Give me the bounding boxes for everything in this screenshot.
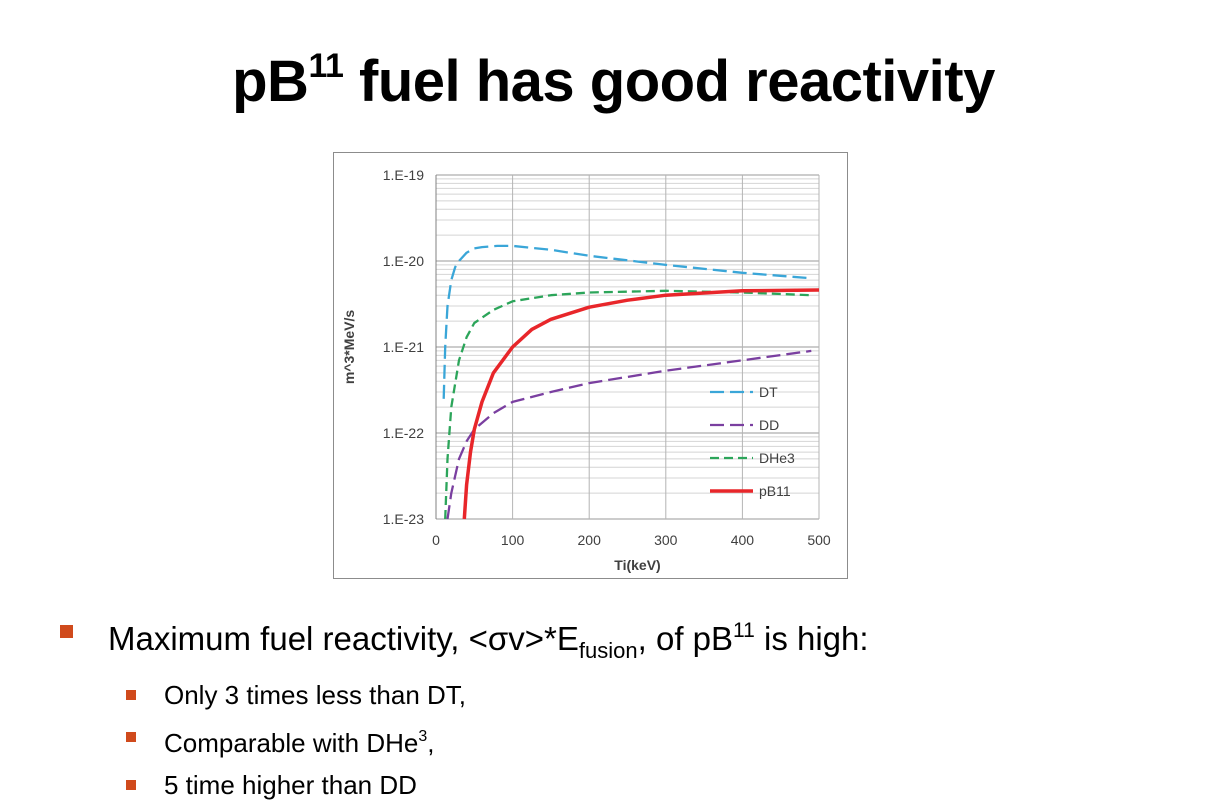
bullet-sub-2-end: ,: [427, 728, 435, 758]
series-line-pb11: [462, 288, 820, 520]
y-tick-label: 1.E-23: [383, 511, 424, 527]
legend-label-dd: DD: [759, 417, 779, 433]
legend-label-dt: DT: [759, 384, 778, 400]
x-tick-label: 200: [578, 532, 602, 548]
bullet-marker: [60, 625, 73, 638]
reactivity-chart: 0 100 200 300 400 500 1.E-19 1.E-20 1.E-21 1.E-22…: [333, 152, 848, 579]
title-rest: fuel has good reactivity: [343, 49, 995, 114]
title-superscript: 11: [308, 47, 344, 85]
bullet-sub-3-text: 5 time higher than DD: [164, 770, 417, 800]
x-tick-label: 0: [432, 532, 440, 548]
bullet-sub-3: 5 time higher than DD: [60, 764, 1210, 806]
y-tick-label: 1.E-20: [383, 253, 424, 269]
y-tick-label: 1.E-22: [383, 425, 424, 441]
bullet-marker: [126, 732, 136, 742]
bullet-main-text-3: is high:: [754, 620, 869, 657]
x-tick-label: 500: [807, 532, 831, 548]
x-tick-label: 300: [654, 532, 678, 548]
bullet-sub-2: Comparable with DHe3,: [60, 716, 1210, 764]
bullet-main-text-2: , of pB: [637, 620, 734, 657]
slide-title: pB11 fuel has good reactivity: [0, 46, 1227, 117]
chart-plot: 0 100 200 300 400 500 1.E-19 1.E-20 1.E-21 1.E-22…: [341, 167, 831, 573]
bullet-main-superscript: 11: [733, 619, 755, 642]
bullet-marker: [126, 780, 136, 790]
legend-label-pb11: pB11: [759, 483, 791, 499]
title-main: pB: [232, 49, 309, 114]
bullet-sub-1: Only 3 times less than DT,: [60, 674, 1210, 716]
x-tick-label: 400: [731, 532, 755, 548]
y-axis-label: m^3*MeV/s: [341, 310, 357, 385]
bullet-main-subscript: fusion: [578, 638, 638, 663]
bullet-list: Maximum fuel reactivity, <σv>*Efusion, o…: [60, 608, 1210, 806]
series-line-dd: [446, 349, 812, 520]
series-line-dhe3: [444, 289, 812, 520]
bullet-sub-2-superscript: 3: [418, 728, 428, 745]
bullet-sub-2-text: Comparable with DHe: [164, 728, 419, 758]
x-axis-label: Ti(keV): [614, 557, 660, 573]
x-tick-label: 100: [501, 532, 525, 548]
legend-label-dhe3: DHe3: [759, 450, 795, 466]
bullet-main-text-1: Maximum fuel reactivity, <σv>*E: [108, 620, 579, 657]
series-line-dt: [442, 244, 812, 399]
y-tick-label: 1.E-21: [383, 339, 424, 355]
y-tick-label: 1.E-19: [383, 167, 424, 183]
bullet-marker: [126, 690, 136, 700]
bullet-main: Maximum fuel reactivity, <σv>*Efusion, o…: [60, 608, 1210, 674]
bullet-sub-1-text: Only 3 times less than DT,: [164, 680, 466, 710]
